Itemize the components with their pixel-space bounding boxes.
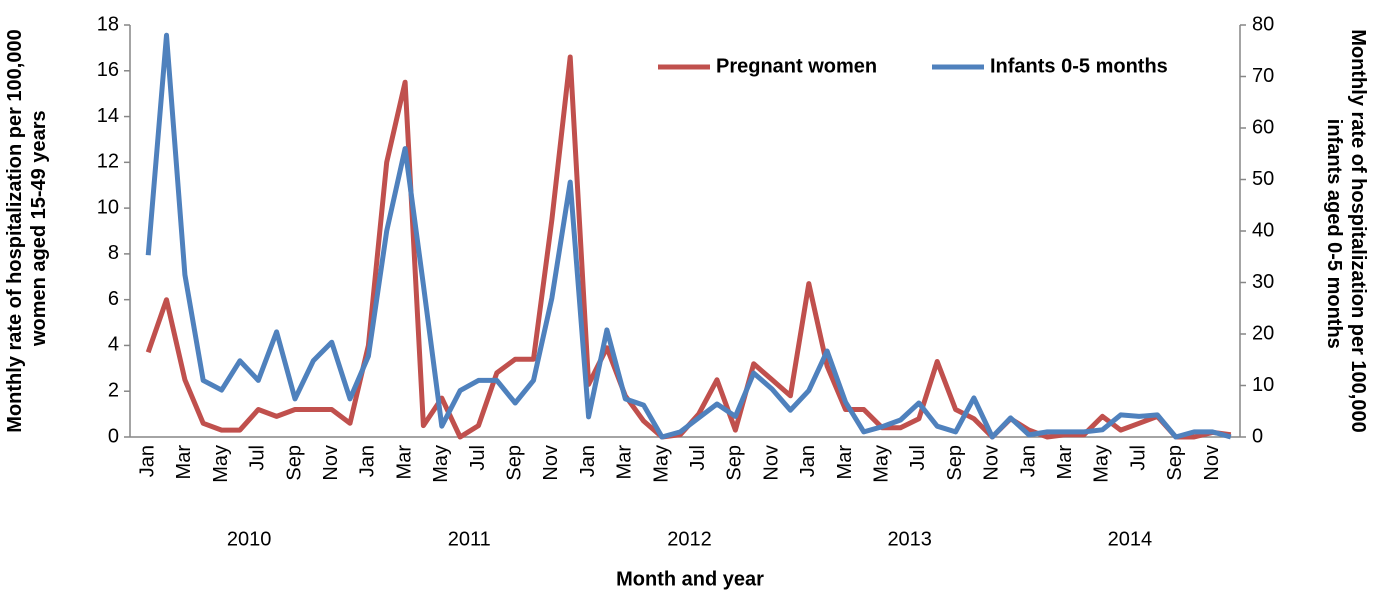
x-tick-label: Sep — [503, 445, 525, 481]
series-line — [145, 32, 1232, 440]
x-tick-label: Jan — [1017, 445, 1039, 477]
x-tick-label: Nov — [760, 445, 782, 481]
year-label: 2011 — [448, 528, 491, 550]
x-tick-label: Nov — [981, 445, 1003, 481]
x-tick-label: Jul — [1127, 445, 1149, 471]
year-label: 2012 — [667, 528, 712, 550]
x-tick-label: Nov — [320, 445, 342, 481]
y2-tick-label: 60 — [1252, 116, 1274, 138]
x-tick-label: Jan — [136, 445, 158, 477]
y2-tick-label: 70 — [1252, 65, 1274, 87]
y2-tick-label: 40 — [1252, 219, 1274, 241]
y-tick-label: 4 — [108, 334, 119, 356]
y2-tick-label: 80 — [1252, 13, 1274, 35]
series-line — [145, 54, 1232, 440]
y-tick-label: 8 — [108, 242, 119, 264]
y-tick-label: 6 — [108, 288, 119, 310]
x-tick-label: May — [1091, 445, 1113, 483]
x-tick-label: Mar — [393, 445, 415, 480]
year-label: 2014 — [1108, 528, 1153, 550]
x-axis-title: Month and year — [616, 568, 764, 590]
y-tick-label: 18 — [97, 13, 119, 35]
y-tick-label: 10 — [97, 196, 119, 218]
x-tick-label: May — [650, 445, 672, 483]
x-tick-label: May — [870, 445, 892, 483]
y2-axis-title: Monthly rate of hospitalization per 100,… — [1323, 29, 1369, 432]
x-tick-label: Jan — [357, 445, 379, 477]
x-tick-label: Nov — [540, 445, 562, 481]
x-tick-label: Jan — [797, 445, 819, 477]
x-tick-label: Jul — [687, 445, 709, 471]
x-tick-label: May — [430, 445, 452, 483]
legend-label: Pregnant women — [716, 55, 877, 77]
x-tick-label: Mar — [173, 445, 195, 480]
y2-tick-label: 20 — [1252, 322, 1274, 344]
x-tick-label: Mar — [1054, 445, 1076, 480]
y2-tick-label: 10 — [1252, 374, 1274, 396]
x-tick-label: May — [210, 445, 232, 483]
y-tick-label: 0 — [108, 425, 119, 447]
x-tick-label: Jul — [247, 445, 269, 471]
x-tick-label: Sep — [944, 445, 966, 481]
x-tick-label: Sep — [1164, 445, 1186, 481]
y-tick-label: 16 — [97, 59, 119, 81]
y2-tick-label: 30 — [1252, 271, 1274, 293]
x-tick-label: Jul — [467, 445, 489, 471]
x-tick-label: Sep — [724, 445, 746, 481]
y2-tick-label: 50 — [1252, 168, 1274, 190]
x-tick-label: Mar — [614, 445, 636, 480]
y2-tick-label: 0 — [1252, 425, 1263, 447]
y-axis-title: Monthly rate of hospitalization per 100,… — [4, 29, 50, 432]
x-tick-label: Jan — [577, 445, 599, 477]
year-label: 2013 — [887, 528, 932, 550]
x-tick-label: Sep — [283, 445, 305, 481]
y-tick-label: 12 — [97, 151, 119, 173]
y-tick-label: 2 — [108, 380, 119, 402]
x-tick-label: Mar — [834, 445, 856, 480]
y-tick-label: 14 — [97, 105, 119, 127]
x-tick-label: Jul — [907, 445, 929, 471]
year-label: 2010 — [227, 528, 272, 550]
legend-label: Infants 0-5 months — [990, 55, 1168, 77]
x-tick-label: Nov — [1201, 445, 1223, 481]
